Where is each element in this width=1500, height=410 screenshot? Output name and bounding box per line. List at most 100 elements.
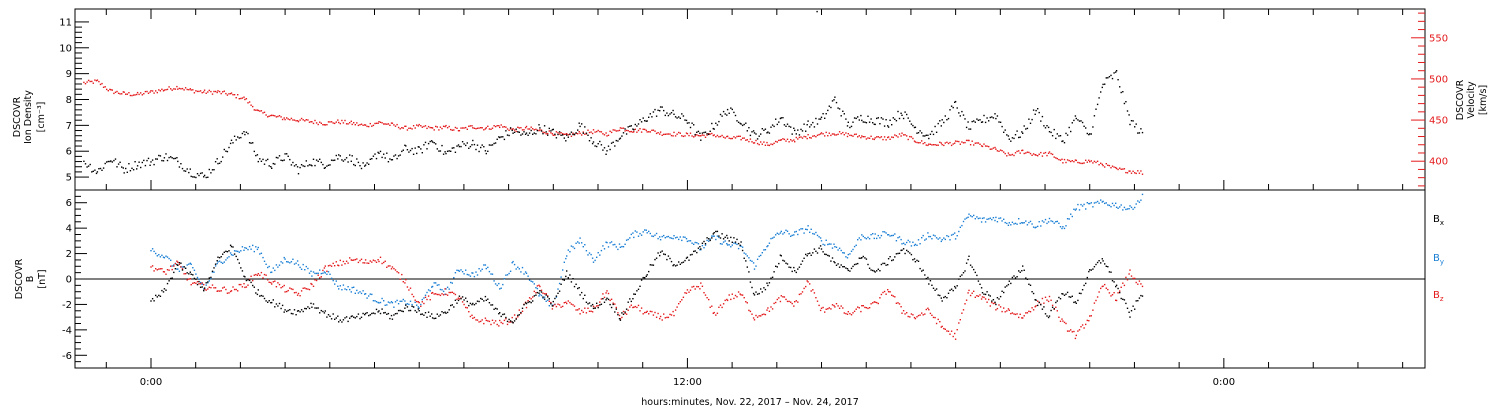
bx-point [396, 312, 398, 315]
density-point [222, 156, 224, 158]
bz-point [485, 319, 487, 322]
bz-point [451, 291, 453, 293]
density-point [1006, 134, 1008, 136]
density-point [667, 114, 670, 117]
density-point [639, 119, 641, 121]
density-point [304, 165, 306, 168]
density-point [1037, 108, 1039, 110]
density-point [423, 144, 425, 146]
bx-point [1095, 263, 1097, 266]
bx-point [176, 263, 178, 266]
velocity-point [858, 135, 860, 137]
bx-point [281, 304, 284, 307]
velocity-point [259, 110, 261, 112]
density-point [694, 133, 696, 136]
by-point [590, 253, 592, 256]
bx-point [453, 306, 455, 308]
density-point [718, 120, 720, 123]
by-point [494, 283, 497, 285]
density-point [324, 166, 326, 169]
bz-point [833, 304, 835, 307]
bx-point [833, 261, 835, 263]
bx-point [625, 308, 628, 310]
velocity-point [140, 92, 142, 94]
density-point [1111, 77, 1114, 80]
density-point [801, 130, 804, 132]
density-point [506, 134, 509, 136]
bx-point [633, 293, 635, 295]
bz-point [155, 268, 157, 270]
velocity-point [1085, 159, 1087, 161]
bz-point [916, 316, 918, 318]
bx-point [748, 271, 750, 273]
bz-point [1075, 334, 1077, 337]
density-point [451, 147, 453, 149]
by-point [724, 240, 726, 242]
bx-point [372, 312, 375, 314]
velocity-point [498, 125, 500, 127]
velocity-point [491, 127, 494, 129]
density-point [1101, 86, 1103, 89]
bx-point [192, 274, 194, 276]
bx-point [235, 255, 237, 258]
bz-point [872, 302, 874, 304]
bx-point [233, 253, 236, 255]
bx-point [916, 259, 918, 262]
bx-point [721, 233, 723, 235]
velocity-point [753, 142, 756, 144]
density-point [351, 155, 353, 157]
bz-point [270, 281, 272, 284]
bx-point [815, 250, 817, 252]
density-point [96, 171, 99, 173]
bx-point [793, 266, 795, 269]
bz-point [338, 264, 340, 267]
velocity-point [1113, 166, 1115, 168]
bx-point [232, 246, 234, 248]
bx-point [427, 311, 430, 313]
by-point [840, 249, 842, 252]
velocity-point [1081, 162, 1084, 165]
density-point [1108, 76, 1111, 78]
density-point [835, 101, 838, 104]
density-point [887, 125, 889, 127]
by-point [505, 274, 507, 276]
by-point [386, 304, 388, 306]
bx-point [238, 262, 240, 264]
velocity-point [667, 133, 670, 135]
velocity-point [592, 129, 595, 131]
bz-point [983, 296, 985, 299]
by-point [824, 244, 826, 246]
bx-point [1138, 297, 1141, 299]
density-point [511, 129, 513, 132]
by-point [248, 245, 251, 248]
bz-point [793, 305, 795, 307]
bx-point [934, 289, 936, 291]
by-point [820, 240, 823, 242]
bz-point [471, 314, 473, 316]
velocity-point [304, 120, 306, 122]
velocity-point [995, 148, 997, 150]
by-point [502, 283, 504, 286]
velocity-point [853, 133, 856, 136]
field-ylabel-line1: DSCOVR [14, 258, 25, 299]
density-point [843, 113, 845, 115]
bz-point [244, 286, 246, 289]
bz-point [610, 298, 613, 300]
density-point [302, 165, 304, 167]
bx-point [330, 318, 333, 320]
velocity-point [508, 129, 510, 131]
bx-point [956, 285, 958, 287]
bz-point [880, 293, 883, 296]
by-point [833, 243, 835, 245]
by-point [1010, 224, 1012, 226]
density-point [816, 10, 818, 13]
bz-point [238, 283, 240, 286]
by-point [822, 243, 824, 246]
density-point [1102, 83, 1104, 86]
by-point [813, 233, 816, 235]
velocity-point [594, 131, 596, 133]
density-point [205, 176, 207, 179]
bz-point [181, 268, 184, 270]
bz-point [746, 302, 748, 304]
velocity-point [746, 139, 748, 141]
